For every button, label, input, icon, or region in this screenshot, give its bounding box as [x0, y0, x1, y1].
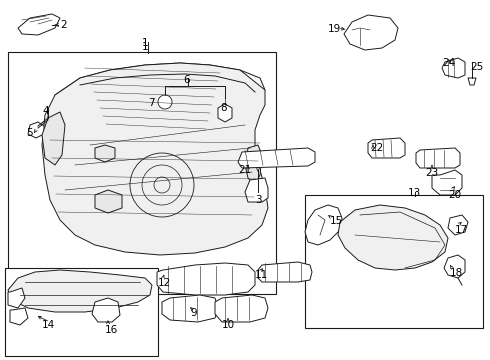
- Bar: [305, 195, 483, 328]
- Polygon shape: [55, 63, 265, 133]
- Polygon shape: [468, 78, 476, 85]
- Polygon shape: [448, 215, 468, 235]
- Polygon shape: [344, 15, 398, 50]
- Text: 6: 6: [183, 75, 190, 85]
- Text: 11: 11: [255, 270, 268, 280]
- Text: 16: 16: [105, 325, 118, 335]
- Polygon shape: [442, 58, 465, 78]
- Polygon shape: [432, 170, 462, 195]
- Polygon shape: [238, 148, 315, 168]
- Text: 17: 17: [455, 225, 468, 235]
- Text: 15: 15: [330, 216, 343, 226]
- Polygon shape: [338, 205, 448, 270]
- Text: 21: 21: [238, 165, 251, 175]
- Text: 8: 8: [220, 103, 227, 113]
- Polygon shape: [10, 308, 28, 325]
- Polygon shape: [95, 190, 122, 213]
- Polygon shape: [245, 178, 268, 202]
- Text: 4: 4: [42, 106, 49, 116]
- Circle shape: [158, 95, 172, 109]
- Polygon shape: [28, 122, 44, 138]
- Polygon shape: [245, 145, 262, 185]
- Polygon shape: [92, 298, 120, 322]
- Text: 24: 24: [442, 58, 455, 68]
- Text: 12: 12: [158, 278, 171, 288]
- Polygon shape: [8, 270, 152, 312]
- Bar: [5, 268, 158, 356]
- Text: 2: 2: [60, 20, 67, 30]
- Polygon shape: [42, 63, 268, 255]
- Bar: [8, 52, 276, 294]
- Polygon shape: [18, 14, 60, 35]
- Polygon shape: [95, 145, 115, 162]
- Polygon shape: [305, 205, 342, 245]
- Text: 22: 22: [370, 143, 383, 153]
- Polygon shape: [368, 138, 405, 158]
- Text: 13: 13: [408, 188, 421, 198]
- Text: 19: 19: [328, 24, 341, 34]
- Text: 23: 23: [425, 168, 438, 178]
- Polygon shape: [157, 263, 255, 295]
- Polygon shape: [416, 148, 460, 168]
- Text: 14: 14: [42, 320, 55, 330]
- Polygon shape: [8, 288, 25, 308]
- Polygon shape: [218, 104, 232, 122]
- Text: 20: 20: [448, 190, 461, 200]
- Polygon shape: [258, 262, 312, 282]
- Text: 18: 18: [450, 268, 463, 278]
- Text: 25: 25: [470, 62, 483, 72]
- Text: 9: 9: [190, 308, 196, 318]
- Text: 7: 7: [148, 98, 155, 108]
- Text: 3: 3: [255, 195, 262, 205]
- Text: 5: 5: [26, 128, 33, 138]
- Text: 10: 10: [222, 320, 235, 330]
- Text: 1: 1: [142, 42, 148, 52]
- Text: 1: 1: [142, 38, 148, 48]
- Polygon shape: [215, 295, 268, 322]
- Polygon shape: [42, 112, 65, 165]
- Polygon shape: [444, 255, 465, 278]
- Polygon shape: [162, 295, 218, 322]
